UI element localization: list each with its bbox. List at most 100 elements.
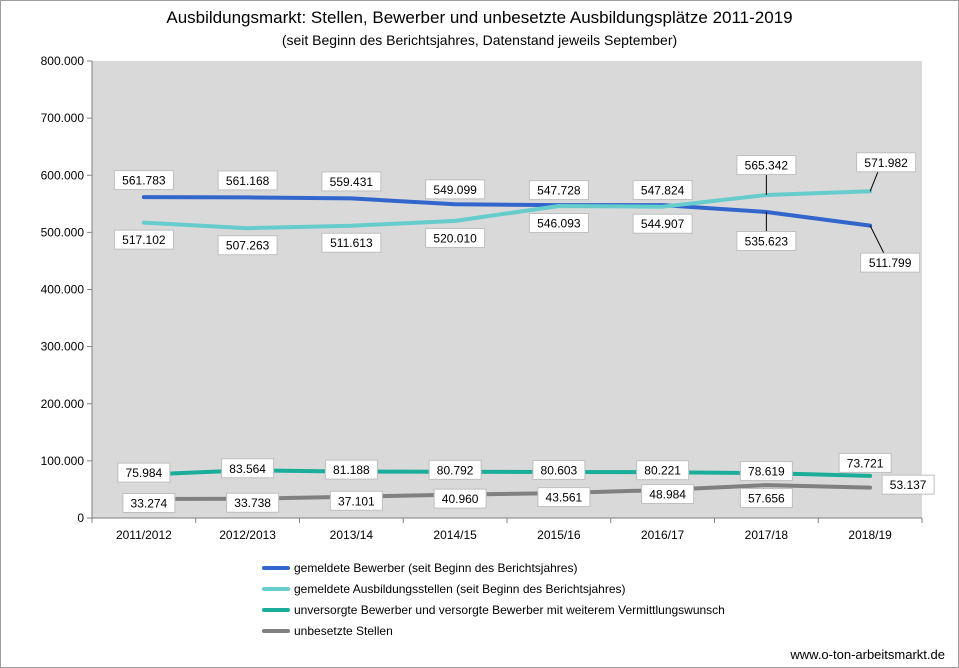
data-label-text: 565.342 xyxy=(745,159,789,173)
data-label: 559.431 xyxy=(321,171,382,192)
x-tick-label: 2016/17 xyxy=(641,528,685,542)
data-label-text: 81.188 xyxy=(333,463,370,477)
data-label: 520.010 xyxy=(425,227,486,248)
data-label-box xyxy=(838,452,892,473)
data-label-box xyxy=(428,459,482,480)
data-label-text: 53.137 xyxy=(890,478,927,492)
legend-item-unbesetzte-stellen: unbesetzte Stellen xyxy=(262,621,725,642)
chart-legend: gemeldete Bewerber (seit Beginn des Beri… xyxy=(262,558,725,642)
data-label: 81.188 xyxy=(324,459,378,480)
plot-area xyxy=(92,61,922,518)
y-tick-label: 500.000 xyxy=(41,225,85,239)
data-label: 507.263 xyxy=(217,235,278,256)
data-label-text: 43.561 xyxy=(546,491,583,505)
data-label-text: 517.102 xyxy=(122,233,166,247)
legend-label: gemeldete Ausbildungsstellen (seit Begin… xyxy=(294,582,626,596)
y-tick-label: 600.000 xyxy=(41,168,85,182)
data-label-box xyxy=(321,232,382,253)
chart-subtitle: (seit Beginn des Berichtsjahres, Datenst… xyxy=(281,32,678,48)
data-label-box xyxy=(321,171,382,192)
data-label-text: 33.738 xyxy=(234,496,271,510)
data-label-box xyxy=(433,488,487,509)
data-label-box xyxy=(641,484,695,505)
data-label-box xyxy=(528,213,589,234)
data-label-text: 561.168 xyxy=(226,174,270,188)
data-label-text: 37.101 xyxy=(338,494,375,508)
x-tick-label: 2015/16 xyxy=(537,528,581,542)
legend-item-ausbildungsstellen: gemeldete Ausbildungsstellen (seit Begin… xyxy=(262,579,725,600)
legend-swatch xyxy=(262,628,290,633)
data-label-box xyxy=(537,487,591,508)
data-label: 33.274 xyxy=(122,492,176,513)
data-label-text: 80.221 xyxy=(644,464,681,478)
legend-swatch xyxy=(262,607,290,612)
data-label-box xyxy=(739,488,793,509)
y-tick-label: 700.000 xyxy=(41,111,85,125)
legend-label: unbesetzte Stellen xyxy=(294,624,393,638)
data-label: 80.221 xyxy=(636,460,690,481)
data-label: 73.721 xyxy=(838,452,892,473)
data-label-box xyxy=(528,180,589,201)
data-label: 57.656 xyxy=(739,488,793,509)
data-label: 80.603 xyxy=(532,459,586,480)
data-label-box xyxy=(217,170,278,191)
data-label-box xyxy=(324,459,378,480)
data-label: 571.982 xyxy=(856,152,917,192)
legend-label: gemeldete Bewerber (seit Beginn des Beri… xyxy=(294,561,578,575)
y-tick-label: 800.000 xyxy=(41,54,85,68)
data-label-box xyxy=(117,462,171,483)
data-label-text: 511.799 xyxy=(869,256,912,270)
data-label: 549.099 xyxy=(425,179,486,200)
data-label-box xyxy=(425,227,486,248)
data-label-text: 73.721 xyxy=(847,456,884,470)
y-tick-label: 400.000 xyxy=(41,283,85,297)
data-label-text: 80.603 xyxy=(541,463,578,477)
data-label-box xyxy=(221,458,275,479)
data-label-box xyxy=(532,459,586,480)
data-label: 37.101 xyxy=(329,490,383,511)
data-label-box xyxy=(636,460,690,481)
data-label-leader xyxy=(869,171,879,192)
data-label-text: 544.907 xyxy=(641,217,685,231)
data-label-text: 57.656 xyxy=(748,492,785,506)
data-label-box xyxy=(226,492,280,513)
data-label: 48.984 xyxy=(641,484,695,505)
data-label: 561.783 xyxy=(113,170,174,191)
data-label: 43.561 xyxy=(537,487,591,508)
data-label-box xyxy=(425,179,486,200)
legend-item-bewerber: gemeldete Bewerber (seit Beginn des Beri… xyxy=(262,558,725,579)
x-tick-label: 2011/2012 xyxy=(116,528,172,542)
data-label-text: 571.982 xyxy=(864,156,908,170)
data-label-text: 83.564 xyxy=(229,462,266,476)
data-label-text: 561.783 xyxy=(122,174,166,188)
legend-swatch xyxy=(262,586,290,591)
data-label: 511.799 xyxy=(860,225,921,273)
y-tick-label: 300.000 xyxy=(41,340,85,354)
data-label-text: 75.984 xyxy=(126,466,163,480)
data-label-text: 520.010 xyxy=(433,231,477,245)
data-label-box xyxy=(739,461,793,482)
data-label-box xyxy=(329,490,383,511)
chart-title: Ausbildungsmarkt: Stellen, Bewerber und … xyxy=(166,8,793,27)
data-label-box xyxy=(632,213,693,234)
series-line-1 xyxy=(141,195,873,228)
y-tick-label: 100.000 xyxy=(41,454,85,468)
x-tick-label: 2014/15 xyxy=(433,528,477,542)
y-tick-label: 0 xyxy=(77,511,84,525)
data-label-box xyxy=(113,229,174,250)
data-label: 547.824 xyxy=(632,180,693,201)
data-label: 546.093 xyxy=(528,213,589,234)
data-label-box xyxy=(113,170,174,191)
data-label-text: 48.984 xyxy=(649,488,686,502)
series-line-2 xyxy=(141,189,873,231)
data-label: 40.960 xyxy=(433,488,487,509)
data-label: 561.168 xyxy=(217,170,278,191)
data-label: 547.728 xyxy=(528,180,589,201)
legend-item-unversorgte-bewerber: unversorgte Bewerber und versorgte Bewer… xyxy=(262,600,725,621)
data-label-text: 547.728 xyxy=(537,184,581,198)
data-label-box xyxy=(217,235,278,256)
data-label: 544.907 xyxy=(632,213,693,234)
x-tick-label: 2017/18 xyxy=(745,528,789,542)
x-tick-label: 2013/14 xyxy=(330,528,374,542)
